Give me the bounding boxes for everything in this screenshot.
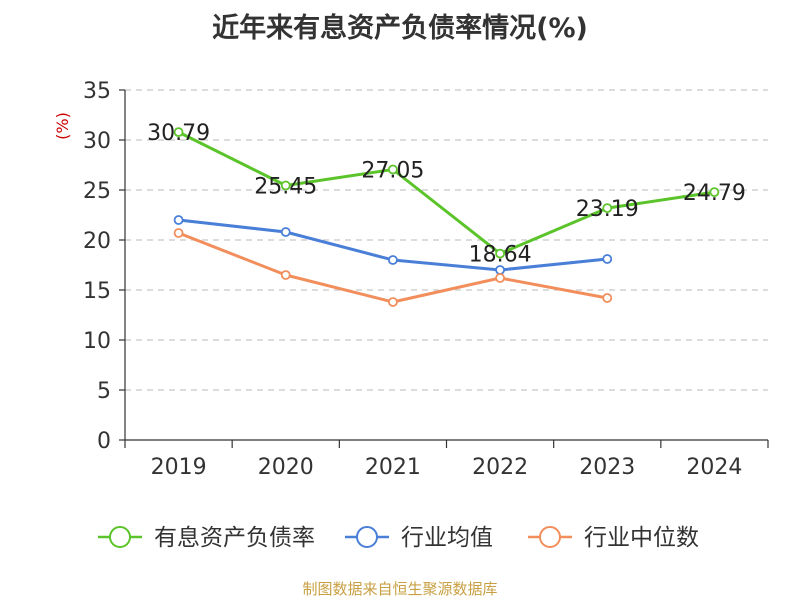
y-tick-label: 20 [83,229,111,254]
x-tick-label: 2019 [151,455,207,480]
data-label: 27.05 [361,159,424,184]
data-point [173,127,184,138]
data-label: 30.79 [147,121,210,146]
data-point [280,270,291,280]
data-label: 24.79 [683,181,746,206]
legend-label: 行业均值 [401,525,493,551]
data-point [280,180,291,191]
data-point [709,187,720,198]
data-point [388,255,398,265]
series-line-2 [178,231,608,304]
data-label: 25.45 [254,175,317,200]
x-tick-label: 2024 [686,455,742,480]
data-point [388,297,398,307]
data-point [495,248,505,259]
y-tick-label: 15 [83,279,111,304]
x-tick-label: 2020 [258,455,314,480]
series-line-0 [177,130,715,256]
data-point [280,227,291,237]
x-tick-label: 2021 [365,455,421,480]
y-tick-label: 0 [97,429,111,454]
data-point [602,293,613,303]
data-label: 18.64 [469,243,532,268]
legend-marker-icon [109,526,131,548]
y-tick-label: 35 [83,79,111,104]
legend-item-2: 行业中位数 [528,525,699,551]
data-point [602,254,613,264]
legend-item-1: 行业均值 [345,525,493,551]
x-tick-label: 2022 [472,455,528,480]
data-point [173,228,184,238]
data-point [495,273,505,283]
x-tick-label: 2023 [579,455,635,480]
y-tick-label: 10 [83,329,111,354]
legend-label: 有息资产负债率 [154,525,315,551]
legend-marker-icon [539,526,561,548]
legend-label: 行业中位数 [584,525,699,551]
data-point [602,203,613,214]
chart-title: 近年来有息资产负债率情况(%) [212,13,588,44]
source-note: 制图数据来自恒生聚源数据库 [302,580,498,598]
data-label: 23.19 [576,197,639,222]
data-point [173,215,184,225]
legend-item-0: 有息资产负债率 [98,525,315,551]
y-tick-label: 25 [83,179,111,204]
y-tick-label: 30 [83,129,111,154]
y-tick-label: 5 [97,379,111,404]
data-point [388,164,398,175]
y-axis-label: (%) [53,112,72,140]
legend-marker-icon [356,526,378,548]
